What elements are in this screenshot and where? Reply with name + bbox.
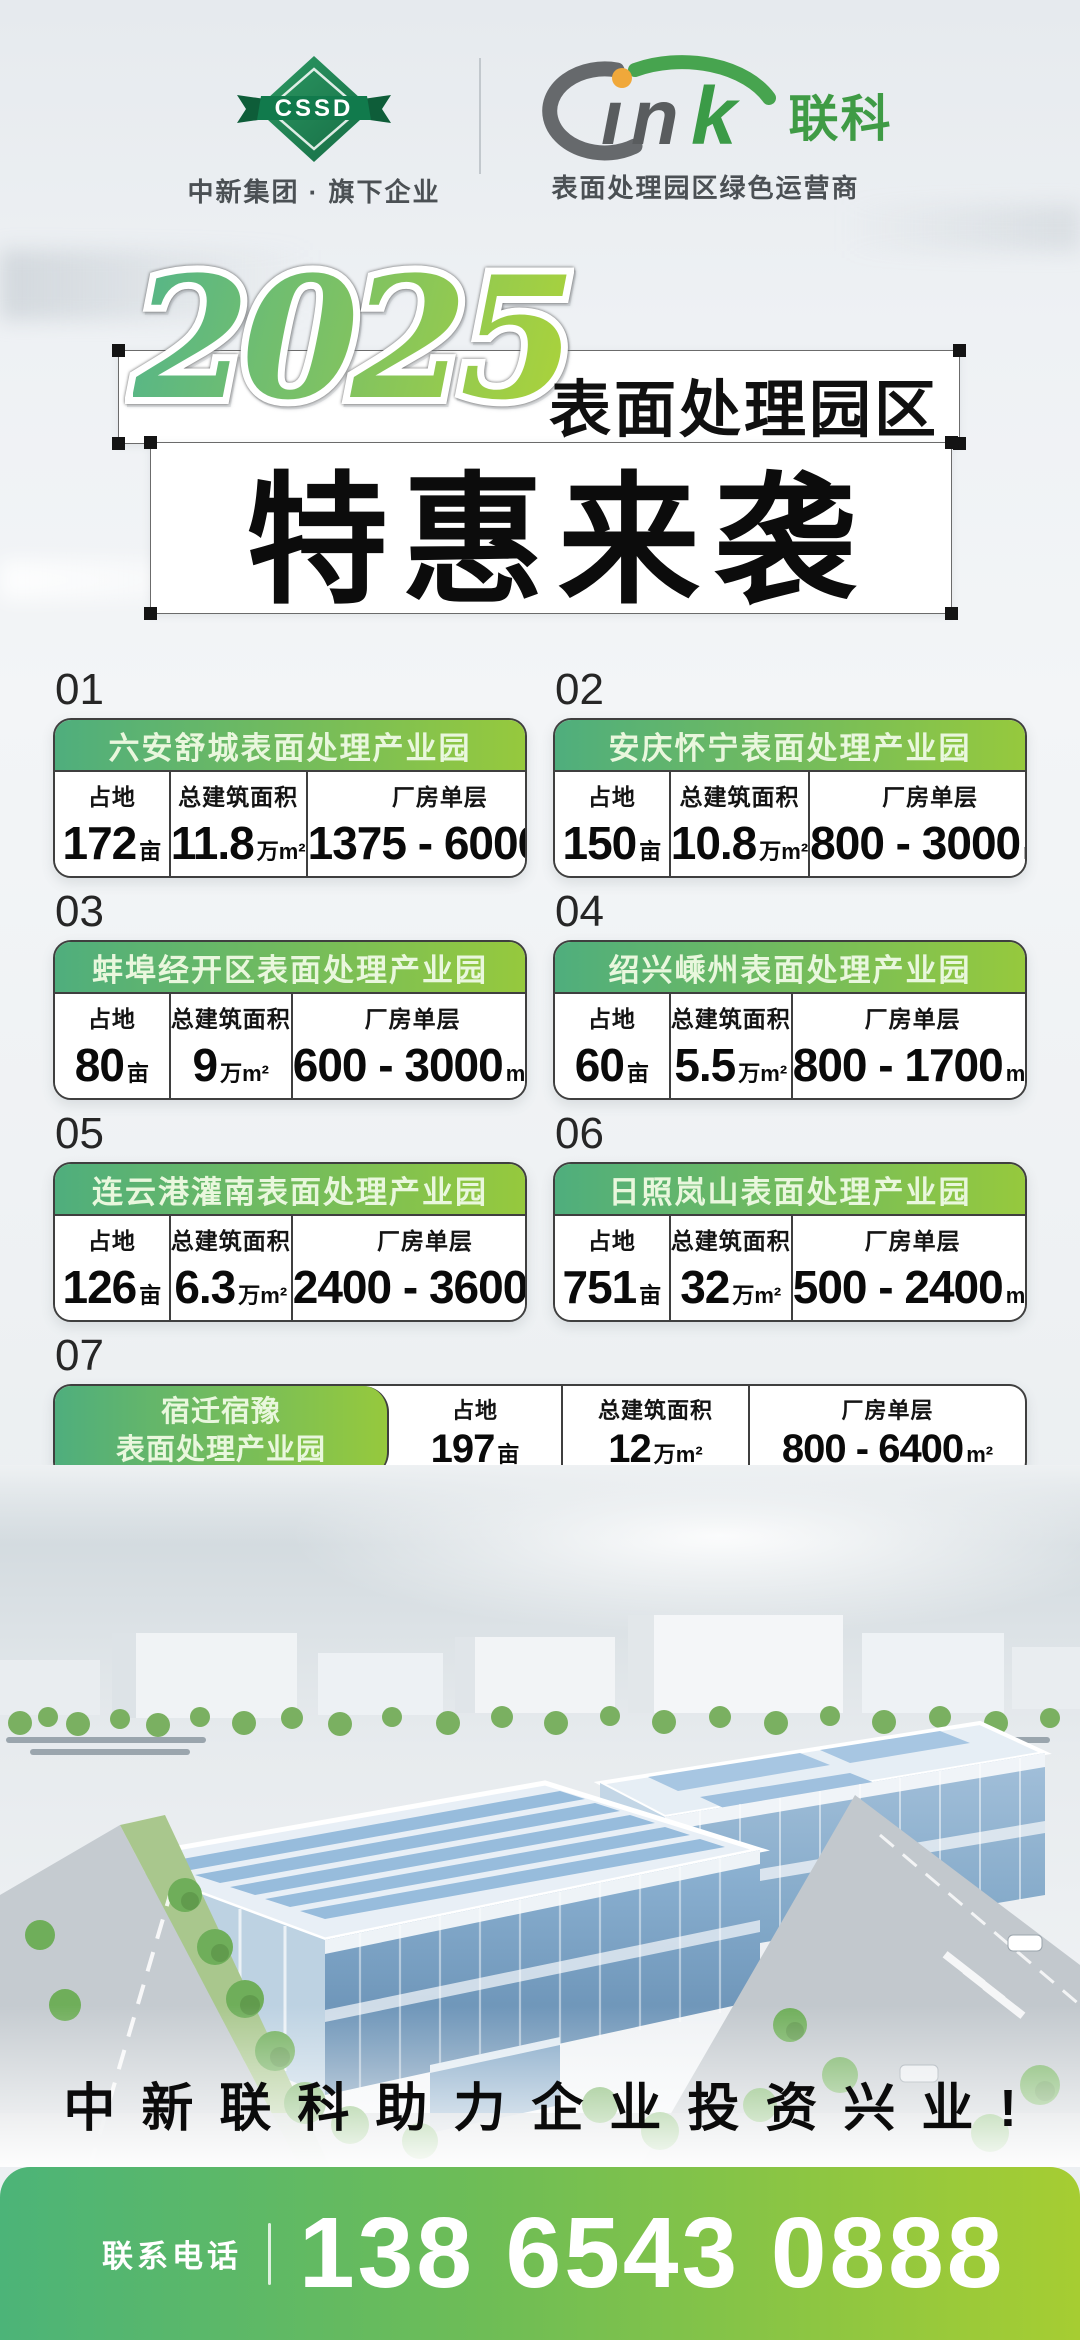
park-card-cell-3: 03 蚌埠经开区表面处理产业园 占地 80 亩 总建筑面积 9 万m² 厂房单层 6… xyxy=(53,886,527,1100)
park-card-cell-6: 06 日照岚山表面处理产业园 占地 751 亩 总建筑面积 32 万m² 厂房单层 … xyxy=(553,1108,1027,1322)
park-card: 六安舒城表面处理产业园 占地 172 亩 总建筑面积 11.8 万m² 厂房单层 1… xyxy=(53,718,527,878)
park-name: 蚌埠经开区表面处理产业园 xyxy=(55,942,525,994)
park-card-cell-4: 04 绍兴嵊州表面处理产业园 占地 60 亩 总建筑面积 5.5 万m² 厂房单层 … xyxy=(553,886,1027,1100)
floor-col: 厂房单层 1375 - 6000m² xyxy=(305,772,525,876)
link-logo-icon: ı n k xyxy=(541,55,776,162)
svg-text:k: k xyxy=(691,71,741,162)
cssd-logo-block: CSSD 中新集团 · 旗下企业 xyxy=(187,52,440,209)
floor-col: 厂房单层 800 - 3000m² xyxy=(808,772,1025,876)
park-name: 六安舒城表面处理产业园 xyxy=(55,720,525,772)
contact-footer: 联系电话 138 6543 0888 xyxy=(0,2167,1080,2340)
park-card: 安庆怀宁表面处理产业园 占地 150 亩 总建筑面积 10.8 万m² 厂房单层 8… xyxy=(553,718,1027,878)
cssd-badge-icon: CSSD xyxy=(236,56,391,162)
floor-col: 厂房单层 2400 - 3600m² xyxy=(290,1216,525,1320)
park-aerial-illustration xyxy=(0,1435,1080,2168)
park-number: 06 xyxy=(555,1109,604,1158)
link-logo-i-dot xyxy=(611,68,632,88)
svg-text:n: n xyxy=(631,73,679,161)
link-brand-name: 联科 xyxy=(788,91,893,147)
gfa-col: 总建筑面积 12 万m² xyxy=(561,1386,748,1478)
land-col: 占地 172 亩 xyxy=(62,784,162,869)
hero-banner-main: 特惠来袭 xyxy=(144,436,958,621)
cssd-badge-label: CSSD xyxy=(275,95,354,122)
floor-col: 厂房单层 600 - 3000m² xyxy=(290,994,525,1098)
link-logo-block: ı n k 联科 表面处理园区绿色运营商 xyxy=(519,52,893,205)
tree-band xyxy=(8,1706,1060,1737)
park-name: 绍兴嵊州表面处理产业园 xyxy=(555,942,1025,994)
svg-text:ı: ı xyxy=(601,73,623,161)
park-name: 连云港灌南表面处理产业园 xyxy=(55,1164,525,1216)
gfa-col: 总建筑面积 11.8 万m² xyxy=(168,772,306,876)
park-card: 宿迁宿豫 表面处理产业园 占地 197 亩 总建筑面积 12 万m² 厂房单层 80… xyxy=(53,1384,1027,1480)
park-name: 日照岚山表面处理产业园 xyxy=(555,1164,1025,1216)
hero-banner-top: 2025 2025 表面处理园区 xyxy=(112,232,966,450)
park-card: 连云港灌南表面处理产业园 占地 126 亩 总建筑面积 6.3 万m² 厂房单层 2… xyxy=(53,1162,527,1322)
land-col: 占地 150 亩 xyxy=(562,784,662,869)
contact-divider xyxy=(268,2222,271,2285)
floor-col: 厂房单层 500 - 2400m² xyxy=(790,1216,1025,1320)
park-number: 04 xyxy=(555,887,604,936)
park-card-cell-5: 05 连云港灌南表面处理产业园 占地 126 亩 总建筑面积 6.3 万m² 厂房单… xyxy=(53,1108,527,1322)
park-number: 05 xyxy=(55,1109,104,1158)
park-name: 安庆怀宁表面处理产业园 xyxy=(555,720,1025,772)
gfa-col: 总建筑面积 6.3 万m² xyxy=(168,1216,291,1320)
gfa-col: 总建筑面积 5.5 万m² xyxy=(668,994,791,1098)
park-card-cell-1: 01 六安舒城表面处理产业园 占地 172 亩 总建筑面积 11.8 万m² 厂房单… xyxy=(53,664,527,878)
background-streak xyxy=(780,205,1080,251)
land-col: 占地 751 亩 xyxy=(562,1228,662,1313)
park-number: 07 xyxy=(55,1331,104,1380)
slogan-text: 中新联科助力企业投资兴业! xyxy=(63,2080,1043,2138)
gfa-col: 总建筑面积 9 万m² xyxy=(168,994,291,1098)
hero-year: 2025 2025 xyxy=(126,232,584,444)
park-name: 宿迁宿豫 表面处理产业园 xyxy=(55,1386,389,1478)
land-col: 占地 126 亩 xyxy=(62,1228,162,1313)
hero-headline: 特惠来袭 xyxy=(246,462,870,621)
cssd-caption: 中新集团 · 旗下企业 xyxy=(187,177,441,207)
brand-header: CSSD 中新集团 · 旗下企业 ı n k 联科 表面处理园区绿色运营商 xyxy=(0,52,1080,209)
hero-category: 表面处理园区 xyxy=(548,376,939,445)
park-card: 蚌埠经开区表面处理产业园 占地 80 亩 总建筑面积 9 万m² 厂房单层 600 … xyxy=(53,940,527,1100)
contact-label: 联系电话 xyxy=(102,2239,242,2274)
land-col: 占地 80 亩 xyxy=(74,1006,149,1091)
land-col: 占地 197 亩 xyxy=(430,1397,520,1471)
park-number: 01 xyxy=(55,665,104,714)
park-card: 日照岚山表面处理产业园 占地 751 亩 总建筑面积 32 万m² 厂房单层 500… xyxy=(553,1162,1027,1322)
gfa-col: 总建筑面积 10.8 万m² xyxy=(668,772,808,876)
park-card: 绍兴嵊州表面处理产业园 占地 60 亩 总建筑面积 5.5 万m² 厂房单层 800… xyxy=(553,940,1027,1100)
park-number: 03 xyxy=(55,887,104,936)
distant-buildings xyxy=(0,1615,1080,1718)
land-col: 占地 60 亩 xyxy=(574,1006,649,1091)
contact-phone: 138 6543 0888 xyxy=(299,2197,1006,2309)
brand-divider xyxy=(478,58,481,174)
link-caption: 表面处理园区绿色运营商 xyxy=(551,173,860,203)
park-number: 02 xyxy=(555,665,604,714)
gfa-col: 总建筑面积 32 万m² xyxy=(668,1216,791,1320)
park-card-cell-7: 07 宿迁宿豫 表面处理产业园 占地 197 亩 总建筑面积 12 万m² xyxy=(53,1330,1027,1480)
park-card-cell-2: 02 安庆怀宁表面处理产业园 占地 150 亩 总建筑面积 10.8 万m² 厂房单… xyxy=(553,664,1027,878)
floor-col: 厂房单层 800 - 6400 m² xyxy=(748,1386,1025,1478)
floor-col: 厂房单层 800 - 1700m² xyxy=(790,994,1025,1098)
parks-grid: 01 六安舒城表面处理产业园 占地 172 亩 总建筑面积 11.8 万m² 厂房单… xyxy=(53,664,1027,1480)
